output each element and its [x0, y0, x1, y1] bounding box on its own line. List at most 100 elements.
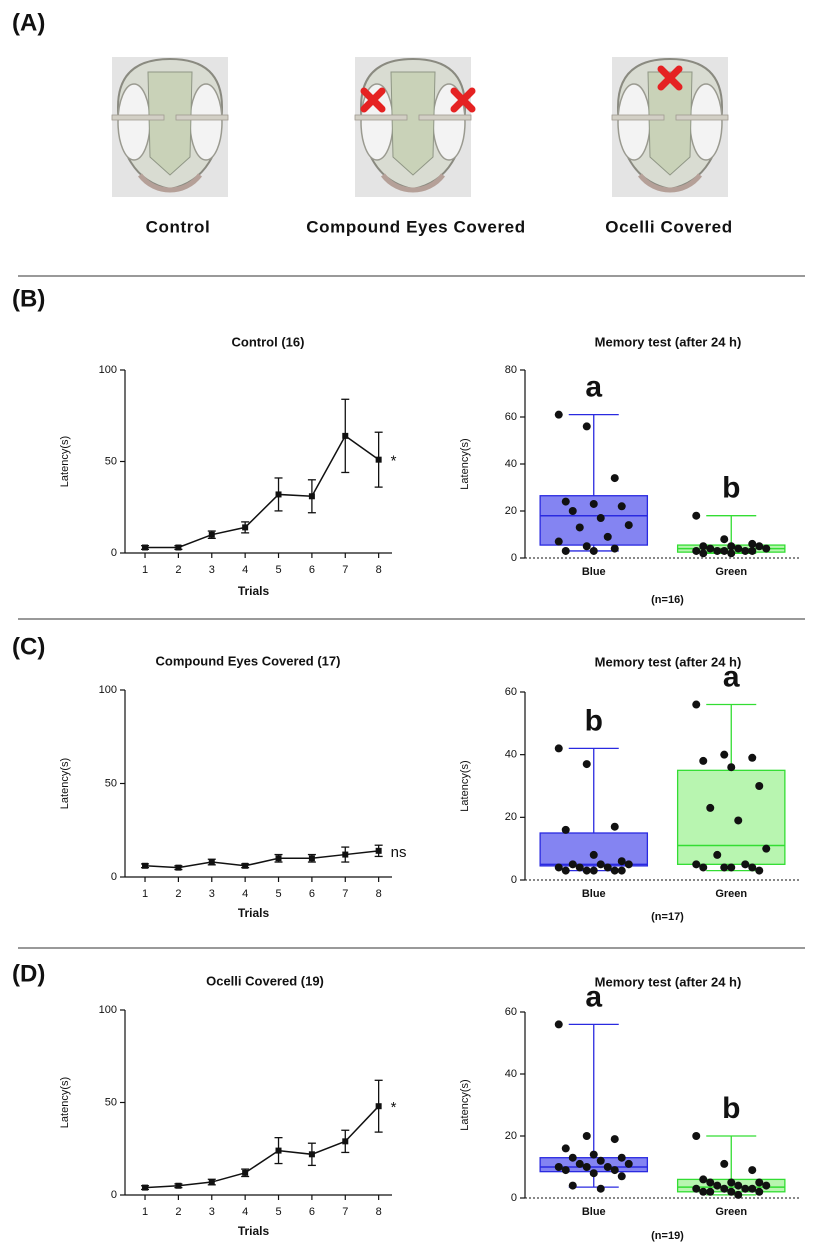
data-point: [748, 1185, 756, 1193]
data-point: [727, 763, 735, 771]
y-tick-label: 40: [505, 458, 517, 470]
point: [276, 491, 282, 497]
data-point: [590, 547, 598, 555]
data-point: [625, 860, 633, 868]
y-tick-label: 60: [505, 1006, 517, 1018]
data-point: [692, 1132, 700, 1140]
data-point: [727, 863, 735, 871]
point: [142, 545, 148, 551]
point: [342, 433, 348, 439]
point: [175, 545, 181, 551]
point: [276, 1148, 282, 1154]
point: [209, 859, 215, 865]
data-point: [741, 860, 749, 868]
data-point: [618, 1154, 626, 1162]
data-point: [562, 547, 570, 555]
x-tick-label: 6: [309, 888, 315, 900]
data-point: [727, 549, 735, 557]
data-point: [727, 542, 735, 550]
n-label: (n=16): [651, 594, 684, 606]
x-tick-label: 7: [342, 564, 348, 576]
data-point: [583, 867, 591, 875]
data-point: [555, 538, 563, 546]
data-point: [692, 701, 700, 709]
data-point: [618, 857, 626, 865]
figure: (A) (B) (C) (D) Control Compound Eyes Co…: [0, 0, 821, 1245]
data-point: [734, 1191, 742, 1199]
panel-label: (A): [12, 9, 45, 36]
data-point: [734, 816, 742, 824]
x-tick-label: 7: [342, 1206, 348, 1218]
point: [309, 493, 315, 499]
data-point: [597, 1185, 605, 1193]
data-point: [555, 863, 563, 871]
data-point: [604, 863, 612, 871]
y-tick-label: 50: [105, 455, 117, 467]
series-line: [145, 436, 379, 548]
data-point: [692, 512, 700, 520]
point: [209, 532, 215, 538]
data-point: [741, 547, 749, 555]
data-point: [706, 804, 714, 812]
data-point: [569, 860, 577, 868]
point: [209, 1179, 215, 1185]
data-point: [713, 1182, 721, 1190]
data-point: [762, 1182, 770, 1190]
data-point: [762, 845, 770, 853]
data-point: [692, 1185, 700, 1193]
group-letter: a: [585, 980, 602, 1013]
point: [276, 855, 282, 861]
group-letter: a: [723, 660, 740, 693]
y-tick-label: 0: [111, 547, 117, 559]
data-point: [692, 860, 700, 868]
data-point: [625, 521, 633, 529]
y-axis-label: Latency(s): [59, 758, 71, 809]
point: [376, 848, 382, 854]
data-point: [762, 545, 770, 553]
n-label: (n=19): [651, 1230, 684, 1242]
x-axis-label: Trials: [238, 584, 270, 598]
data-point: [555, 1163, 563, 1171]
data-point: [699, 757, 707, 765]
data-point: [583, 1163, 591, 1171]
y-tick-label: 0: [511, 874, 517, 886]
data-point: [734, 545, 742, 553]
x-tick-label: 4: [242, 888, 248, 900]
x-tick-label: 1: [142, 888, 148, 900]
point: [242, 1170, 248, 1176]
point: [175, 1183, 181, 1189]
x-tick-label: 4: [242, 564, 248, 576]
data-point: [611, 545, 619, 553]
series-line: [145, 1106, 379, 1187]
group-letter: b: [722, 1092, 740, 1125]
box: [540, 833, 647, 866]
data-point: [699, 549, 707, 557]
point: [175, 865, 181, 871]
data-point: [597, 860, 605, 868]
data-point: [706, 1179, 714, 1187]
data-point: [569, 1182, 577, 1190]
point: [309, 855, 315, 861]
x-tick-label: 5: [275, 1206, 281, 1218]
condition-caption: Compound Eyes Covered: [306, 217, 525, 236]
y-tick-label: 80: [505, 364, 517, 376]
data-point: [755, 1188, 763, 1196]
group-letter: b: [585, 704, 603, 737]
condition-caption: Ocelli Covered: [605, 217, 732, 236]
y-axis-label: Latency(s): [459, 1079, 471, 1130]
data-point: [590, 867, 598, 875]
chart-title: Ocelli Covered (19): [206, 973, 324, 988]
data-point: [625, 1160, 633, 1168]
data-point: [727, 1188, 735, 1196]
point: [142, 863, 148, 869]
x-tick-label: 8: [376, 888, 382, 900]
panel-label: (B): [12, 285, 45, 312]
point: [376, 1103, 382, 1109]
group-letter: b: [722, 472, 740, 505]
data-point: [590, 851, 598, 859]
y-tick-label: 60: [505, 411, 517, 423]
data-point: [692, 547, 700, 555]
data-point: [748, 754, 756, 762]
data-point: [583, 422, 591, 430]
x-tick-label: 4: [242, 1206, 248, 1218]
